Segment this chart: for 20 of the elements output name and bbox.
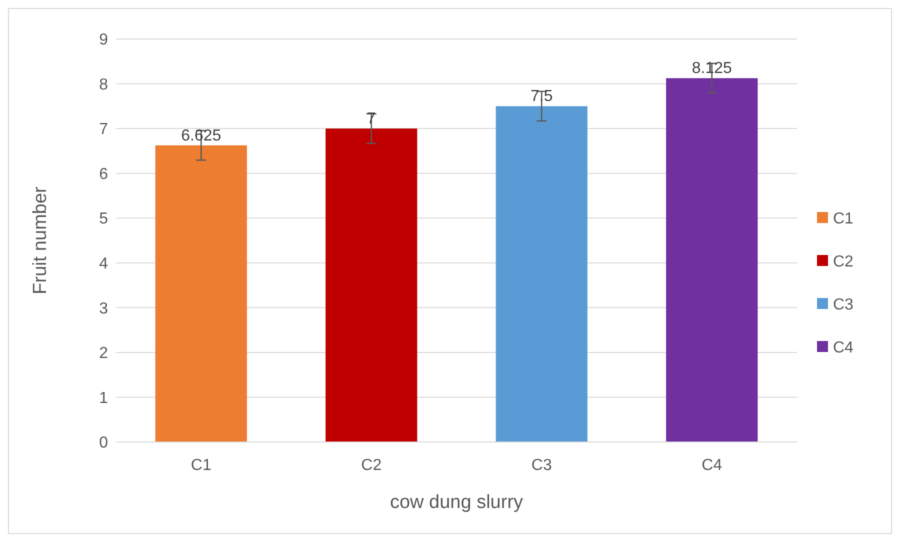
x-tick-label: C4	[702, 457, 722, 474]
legend-label: C4	[833, 340, 854, 357]
y-tick-label: 8	[99, 76, 108, 94]
y-tick-label: 2	[99, 345, 108, 362]
legend-label: C3	[833, 296, 854, 314]
x-tick-label: C2	[361, 457, 382, 474]
y-tick-label: 3	[99, 300, 108, 318]
y-tick-label: 6	[99, 166, 108, 183]
y-tick-label: 1	[99, 390, 108, 407]
x-tick-label: C3	[531, 457, 552, 474]
y-tick-label: 9	[99, 32, 108, 49]
legend-label: C2	[833, 254, 854, 271]
legend-label: C1	[833, 210, 854, 228]
y-tick-label: 4	[99, 255, 108, 272]
y-tick-label: 0	[99, 434, 108, 452]
y-axis-title: Fruit number	[30, 186, 51, 294]
x-tick-label: C1	[190, 457, 212, 474]
y-tick-label: 7	[99, 121, 108, 138]
x-axis-title: cow dung slurry	[390, 492, 524, 513]
y-tick-label: 5	[99, 210, 108, 228]
